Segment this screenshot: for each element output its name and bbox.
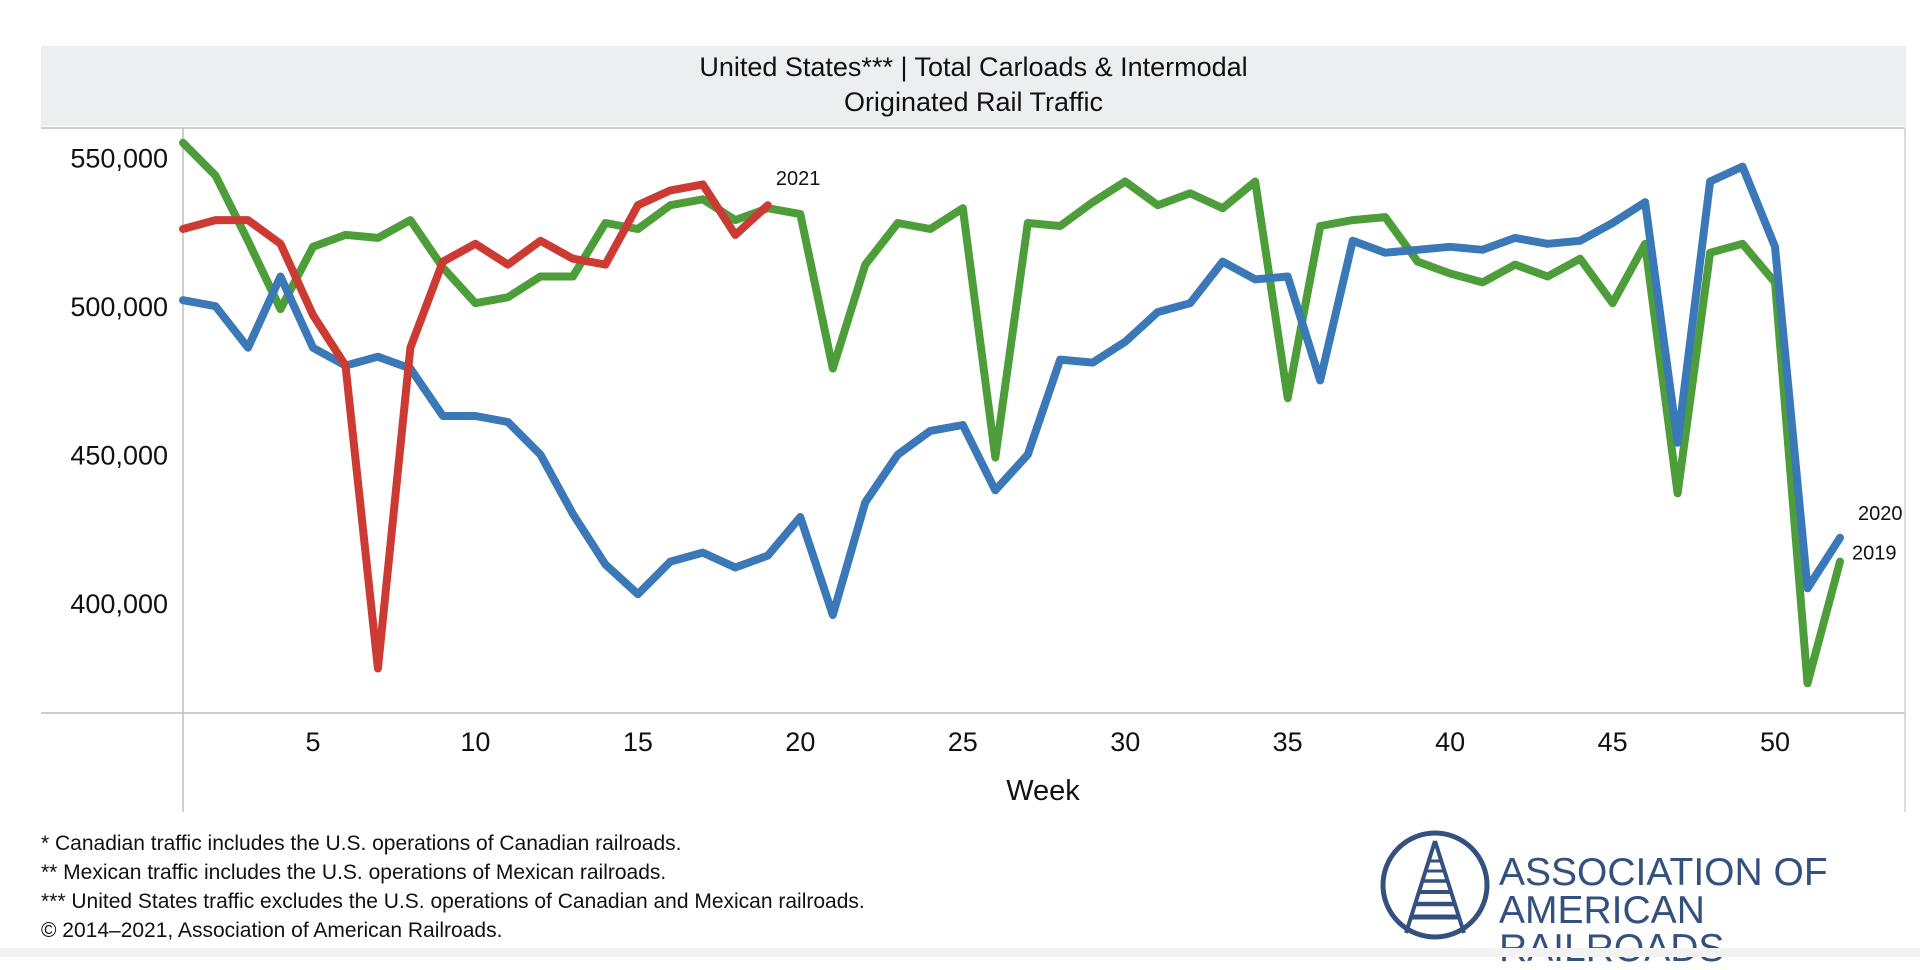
- footnote-united-states: *** United States traffic excludes the U…: [41, 890, 865, 913]
- x-tick-label: 10: [460, 727, 490, 757]
- x-tick-label: 45: [1598, 727, 1628, 757]
- logo-line-1: ASSOCIATION OF: [1499, 851, 1828, 894]
- y-tick-label: 400,000: [70, 589, 168, 619]
- aar-logo: ASSOCIATION OF AMERICAN RAILROADS: [1376, 829, 1876, 968]
- y-tick-label: 500,000: [70, 292, 168, 322]
- y-tick-label: 450,000: [70, 441, 168, 471]
- series-end-label-2019: 2019: [1852, 543, 1897, 565]
- x-tick-label: 15: [623, 727, 653, 757]
- chart-subtitle: Originated Rail Traffic: [843, 87, 1104, 117]
- bottom-strip: [0, 948, 1920, 957]
- chart-axes: 400,000 450,000 500,000 550,000 5 10 15 20 25 30 3…: [41, 127, 1906, 812]
- chart-title-bar: United States*** | Total Carloads & Inte…: [41, 46, 1906, 126]
- series-line-2021: [179, 180, 772, 673]
- x-tick-label: 25: [948, 727, 978, 757]
- x-axis-label: Week: [1006, 775, 1080, 807]
- series-line-2020: [179, 162, 1844, 619]
- x-tick-label: 30: [1110, 727, 1140, 757]
- series-line-2019: [179, 138, 1844, 688]
- chart-title: United States*** | Total Carloads & Inte…: [699, 52, 1248, 82]
- chart-series: [179, 138, 1844, 688]
- x-tick-label: 40: [1435, 727, 1465, 757]
- footnote-canadian: * Canadian traffic includes the U.S. ope…: [41, 832, 682, 855]
- x-tick-label: 20: [785, 727, 815, 757]
- railroad-track-icon: [1380, 830, 1490, 940]
- series-end-label-2020: 2020: [1858, 503, 1903, 525]
- footnotes: * Canadian traffic includes the U.S. ope…: [41, 829, 865, 945]
- x-tick-label: 5: [305, 727, 320, 757]
- y-tick-label: 550,000: [70, 144, 168, 174]
- series-end-label-2021: 2021: [776, 168, 821, 190]
- footnote-mexican: ** Mexican traffic includes the U.S. ope…: [41, 861, 667, 884]
- x-tick-label: 50: [1760, 727, 1790, 757]
- x-tick-label: 35: [1273, 727, 1303, 757]
- chart-labels: 2021 2020 2019: [776, 168, 1903, 564]
- copyright: © 2014–2021, Association of American Rai…: [41, 919, 503, 942]
